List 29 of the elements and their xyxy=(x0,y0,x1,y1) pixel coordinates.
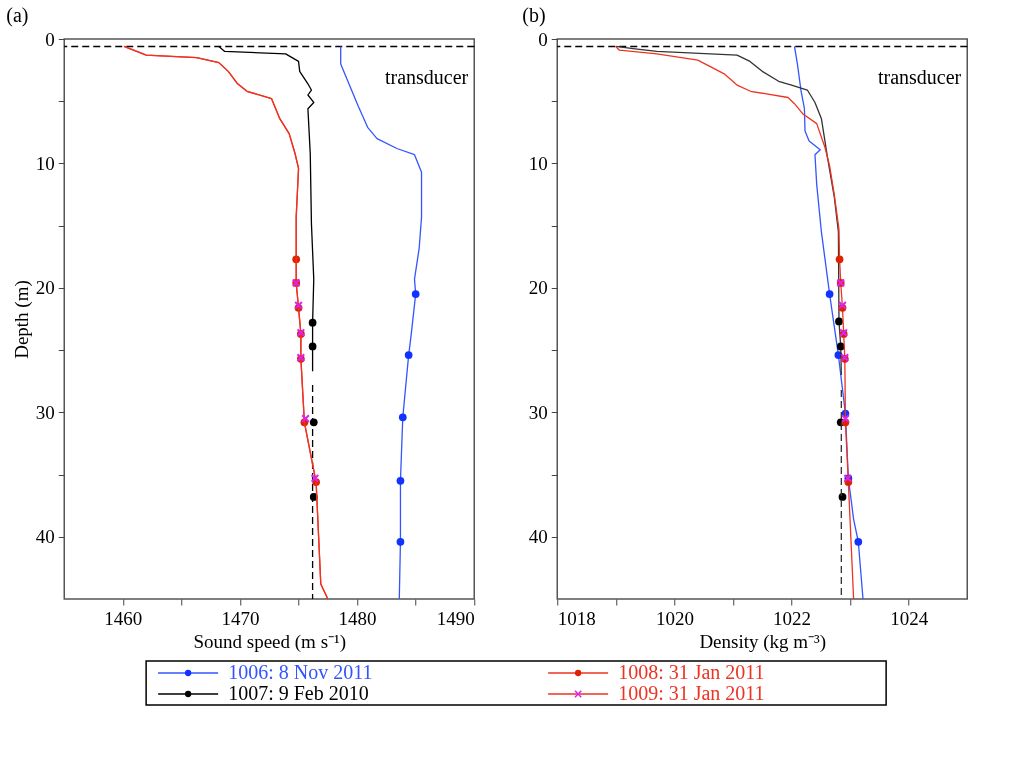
legend-label: 1009: 31 Jan 2011 xyxy=(618,682,765,704)
x-axis-title: Density (kg m⁻³) xyxy=(699,630,827,653)
y-tick-label: 10 xyxy=(35,152,55,174)
legend-label: 1006: 8 Nov 2011 xyxy=(228,661,373,683)
y-tick-label: 0 xyxy=(45,28,55,50)
y-tick-label: 0 xyxy=(538,28,548,50)
y-tick-label: 10 xyxy=(528,152,548,174)
x-axis-title: Sound speed (m s⁻¹) xyxy=(193,630,347,653)
y-axis-title: Depth (m) xyxy=(10,280,33,359)
x-tick-label: 1018 xyxy=(557,607,596,629)
x-tick-label: 1024 xyxy=(890,607,929,629)
y-tick-label: 40 xyxy=(35,526,55,548)
y-tick-label: 30 xyxy=(528,401,548,423)
x-tick-label: 1460 xyxy=(104,607,143,629)
y-tick-label: 40 xyxy=(528,526,548,548)
x-tick-label: 1470 xyxy=(221,607,260,629)
x-tick-label: 1020 xyxy=(655,607,694,629)
x-tick-label: 1022 xyxy=(773,607,812,629)
legend-label: 1008: 31 Jan 2011 xyxy=(618,661,765,683)
x-tick-label: 1480 xyxy=(338,607,377,629)
ref-line-label: transducer xyxy=(877,66,962,89)
chart-title: (a) xyxy=(6,4,29,27)
y-tick-label: 30 xyxy=(35,401,55,423)
ref-line-label: transducer xyxy=(384,66,469,89)
y-tick-label: 20 xyxy=(35,277,55,299)
y-tick-label: 20 xyxy=(528,277,548,299)
legend-label: 1007: 9 Feb 2010 xyxy=(228,682,369,704)
chart-title: (b) xyxy=(522,4,546,27)
x-tick-label: 1490 xyxy=(436,607,475,629)
